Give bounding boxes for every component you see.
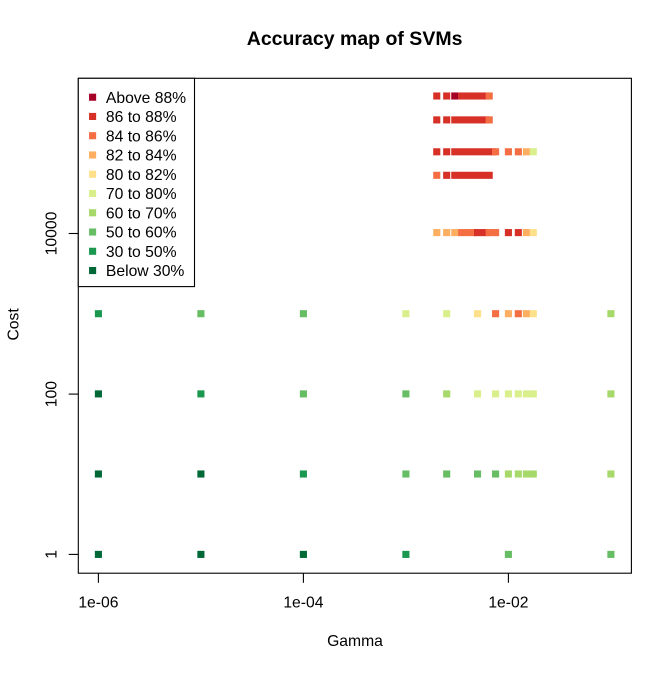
svg-text:82 to 84%: 82 to 84% xyxy=(106,148,177,165)
svg-text:Gamma: Gamma xyxy=(327,633,383,650)
svg-text:70 to 80%: 70 to 80% xyxy=(106,186,177,203)
svg-text:100: 100 xyxy=(44,381,61,407)
svg-text:Below 30%: Below 30% xyxy=(106,263,185,280)
svg-text:1e-04: 1e-04 xyxy=(283,594,323,611)
svg-text:86 to 88%: 86 to 88% xyxy=(106,109,177,126)
svg-text:10000: 10000 xyxy=(44,211,61,255)
svg-text:Above 88%: Above 88% xyxy=(106,90,186,107)
svg-text:Accuracy map of SVMs: Accuracy map of SVMs xyxy=(247,28,463,50)
svg-text:1e-02: 1e-02 xyxy=(488,594,528,611)
svg-text:84 to 86%: 84 to 86% xyxy=(106,128,177,145)
svg-text:Cost: Cost xyxy=(5,308,22,341)
svg-text:50 to 60%: 50 to 60% xyxy=(106,225,177,242)
svg-text:1: 1 xyxy=(44,550,61,559)
svg-text:1e-06: 1e-06 xyxy=(78,594,118,611)
svg-text:30 to 50%: 30 to 50% xyxy=(106,244,177,261)
svg-text:80 to 82%: 80 to 82% xyxy=(106,167,177,184)
svg-text:60 to 70%: 60 to 70% xyxy=(106,206,177,223)
